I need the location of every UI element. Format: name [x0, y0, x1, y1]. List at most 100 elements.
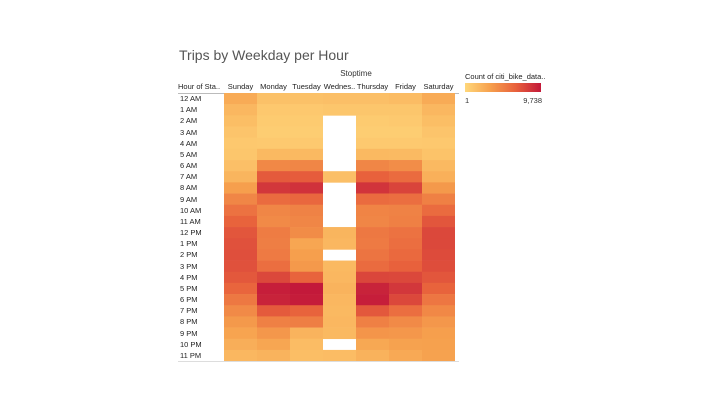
row-label[interactable]: 11 AM: [180, 216, 201, 226]
heatmap-cell[interactable]: [389, 249, 422, 261]
heatmap-cell[interactable]: [389, 93, 422, 105]
heatmap-cell[interactable]: [224, 171, 257, 183]
heatmap-cell[interactable]: [323, 316, 356, 328]
heatmap-cell[interactable]: [257, 227, 290, 239]
heatmap-cell[interactable]: [422, 238, 455, 250]
heatmap-cell[interactable]: [257, 249, 290, 261]
heatmap-cell[interactable]: [389, 160, 422, 172]
heatmap-cell[interactable]: [257, 204, 290, 217]
heatmap-cell[interactable]: [290, 260, 323, 273]
row-header-label[interactable]: Hour of Sta..: [178, 82, 221, 91]
row-label[interactable]: 4 AM: [180, 138, 198, 148]
heatmap-cell[interactable]: [224, 238, 257, 250]
heatmap-cell[interactable]: [323, 271, 356, 284]
heatmap-cell[interactable]: [422, 338, 455, 351]
heatmap-cell[interactable]: [389, 193, 422, 205]
heatmap-cell[interactable]: [389, 349, 422, 362]
heatmap-cell[interactable]: [290, 171, 323, 183]
heatmap-cell[interactable]: [356, 204, 389, 217]
heatmap-cell[interactable]: [356, 148, 389, 161]
heatmap-cell[interactable]: [257, 238, 290, 250]
row-label[interactable]: 1 AM: [180, 105, 198, 115]
heatmap-cell[interactable]: [323, 349, 356, 362]
heatmap-cell[interactable]: [389, 305, 422, 317]
heatmap-cell[interactable]: [389, 271, 422, 284]
row-label[interactable]: 12 AM: [180, 94, 202, 103]
heatmap-cell[interactable]: [224, 271, 257, 284]
heatmap-cell[interactable]: [422, 305, 455, 317]
heatmap-cell[interactable]: [257, 338, 290, 351]
heatmap-cell[interactable]: [422, 126, 455, 138]
heatmap-cell[interactable]: [257, 193, 290, 205]
row-label[interactable]: 9 PM: [180, 328, 198, 338]
heatmap-cell[interactable]: [224, 126, 257, 138]
heatmap-cell[interactable]: [389, 282, 422, 295]
heatmap-cell[interactable]: [323, 327, 356, 340]
heatmap-cell[interactable]: [389, 115, 422, 127]
heatmap-cell[interactable]: [323, 260, 356, 273]
row-label[interactable]: 8 AM: [180, 183, 198, 193]
heatmap-cell[interactable]: [356, 349, 389, 362]
heatmap-cell[interactable]: [290, 104, 323, 116]
heatmap-cell[interactable]: [290, 126, 323, 138]
heatmap-cell[interactable]: [422, 171, 455, 183]
heatmap-cell[interactable]: [224, 160, 257, 172]
heatmap-cell[interactable]: [290, 215, 323, 228]
row-label[interactable]: 12 PM: [180, 228, 202, 238]
heatmap-cell[interactable]: [422, 182, 455, 194]
heatmap-cell[interactable]: [356, 104, 389, 116]
heatmap-cell[interactable]: [422, 104, 455, 116]
column-label-friday[interactable]: Friday: [395, 82, 416, 91]
heatmap-cell[interactable]: [224, 104, 257, 116]
heatmap-cell[interactable]: [224, 249, 257, 261]
heatmap-cell[interactable]: [323, 104, 356, 116]
heatmap-cell[interactable]: [422, 249, 455, 261]
heatmap-cell[interactable]: [356, 338, 389, 351]
heatmap-cell[interactable]: [290, 204, 323, 217]
heatmap-cell[interactable]: [257, 316, 290, 328]
heatmap-cell[interactable]: [356, 137, 389, 150]
heatmap-cell[interactable]: [422, 204, 455, 217]
heatmap-cell[interactable]: [422, 160, 455, 172]
heatmap-cell[interactable]: [389, 126, 422, 138]
heatmap-cell[interactable]: [257, 126, 290, 138]
heatmap-cell[interactable]: [323, 171, 356, 183]
heatmap-cell[interactable]: [257, 171, 290, 183]
heatmap-cell[interactable]: [389, 238, 422, 250]
heatmap-cell[interactable]: [356, 305, 389, 317]
heatmap-cell[interactable]: [290, 227, 323, 239]
row-label[interactable]: 7 PM: [180, 306, 198, 316]
row-label[interactable]: 10 AM: [180, 205, 202, 215]
heatmap-cell[interactable]: [257, 182, 290, 194]
row-label[interactable]: 4 PM: [180, 272, 198, 282]
heatmap-cell[interactable]: [356, 215, 389, 228]
heatmap-cell[interactable]: [356, 182, 389, 194]
heatmap-cell[interactable]: [389, 104, 422, 116]
heatmap-cell[interactable]: [356, 160, 389, 172]
heatmap-cell[interactable]: [290, 282, 323, 295]
heatmap-cell[interactable]: [290, 249, 323, 261]
heatmap-cell[interactable]: [356, 126, 389, 138]
heatmap-cell[interactable]: [389, 171, 422, 183]
heatmap-cell[interactable]: [356, 93, 389, 105]
heatmap-cell[interactable]: [290, 160, 323, 172]
heatmap-cell[interactable]: [356, 227, 389, 239]
heatmap-cell[interactable]: [257, 93, 290, 105]
column-label-saturday[interactable]: Saturday: [423, 82, 454, 91]
heatmap-cell[interactable]: [224, 148, 257, 161]
heatmap-cell[interactable]: [422, 193, 455, 205]
heatmap-cell[interactable]: [422, 260, 455, 273]
heatmap-cell[interactable]: [257, 148, 290, 161]
row-label[interactable]: 2 AM: [180, 116, 198, 126]
heatmap-cell[interactable]: [389, 327, 422, 340]
heatmap-cell[interactable]: [389, 182, 422, 194]
heatmap-cell[interactable]: [290, 182, 323, 194]
heatmap-cell[interactable]: [224, 349, 257, 362]
heatmap-cell[interactable]: [290, 305, 323, 317]
row-label[interactable]: 7 AM: [180, 172, 198, 182]
heatmap-cell[interactable]: [323, 305, 356, 317]
heatmap-cell[interactable]: [356, 294, 389, 306]
heatmap-cell[interactable]: [422, 148, 455, 161]
heatmap-cell[interactable]: [257, 104, 290, 116]
heatmap-cell[interactable]: [257, 305, 290, 317]
